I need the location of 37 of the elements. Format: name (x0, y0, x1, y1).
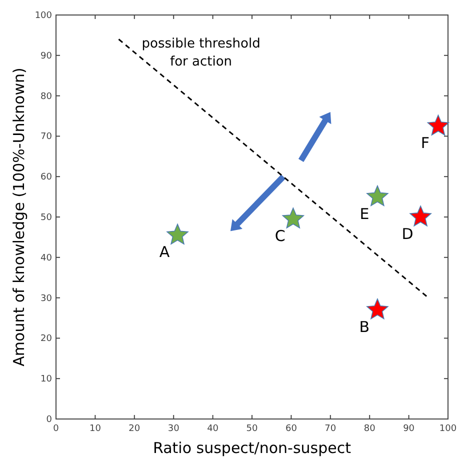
y-axis-title: Amount of knowledge (100%-Unknown) (10, 68, 28, 366)
point (410, 206, 432, 226)
annotation: D (402, 225, 414, 243)
point (427, 114, 450, 136)
x-tick-label: 60 (285, 424, 298, 434)
x-tick-label: 50 (246, 424, 258, 434)
annotation: A (159, 243, 170, 262)
x-tick-label: 40 (207, 424, 219, 434)
x-tick-label: 0 (53, 424, 60, 434)
point (166, 224, 188, 244)
point (282, 208, 304, 228)
y-tick-label: 10 (40, 374, 52, 385)
x-tick-label: 100 (439, 424, 457, 434)
x-tick-label: 10 (89, 424, 102, 434)
y-tick-label: 30 (40, 294, 52, 304)
x-tick-label: 70 (324, 424, 336, 434)
x-tick-label: 30 (168, 424, 180, 434)
point (366, 298, 388, 320)
y-tick-label: 40 (40, 253, 52, 264)
y-tick-label: 100 (34, 11, 52, 21)
annotation: C (274, 227, 286, 246)
annotation: F (420, 134, 430, 152)
point (366, 185, 388, 206)
x-tick-label: 90 (403, 424, 415, 434)
annotation: possible threshold for action (142, 36, 260, 70)
y-tick-label: 60 (40, 172, 52, 183)
y-tick-label: 0 (46, 415, 52, 425)
x-axis-title: Ratio suspect/non-suspect (153, 439, 352, 457)
y-tick-label: 70 (40, 132, 52, 142)
x-tick-label: 20 (128, 424, 140, 434)
x-tick-label: 80 (364, 424, 376, 434)
y-tick-label: 50 (40, 213, 52, 223)
annotation: E (360, 204, 370, 223)
annotation: B (359, 318, 370, 336)
y-tick-label: 20 (40, 334, 52, 344)
y-tick-label: 90 (40, 51, 52, 62)
y-tick-label: 80 (40, 92, 52, 102)
